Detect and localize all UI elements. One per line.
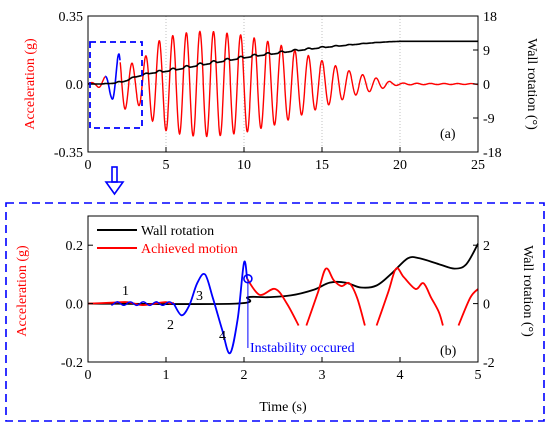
x-tick-label: 25 [471, 158, 485, 173]
annotation-3: 3 [196, 289, 203, 304]
panel-b-xlabel: Time (s) [259, 400, 307, 415]
zoom-region-box [89, 41, 143, 129]
x-tick-label: 5 [163, 158, 170, 173]
y2-tick-label: 0 [483, 78, 490, 93]
panel-a: 0 5 10 15 20 25 -0.35 0.0 0.35 -18 -9 0 9 18 Accelera… [23, 10, 539, 173]
y2-tick-label: -18 [483, 146, 502, 161]
x-tick-label: 2 [241, 368, 248, 383]
y2-tick-label: -2 [483, 356, 495, 371]
y-tick-label: 0.0 [66, 298, 84, 313]
panel-a-ylabel: Acceleration (g) [23, 38, 38, 130]
panel-a-ticks: 0 5 10 15 20 25 -0.35 0.0 0.35 -18 -9 0 9 18 [54, 10, 502, 173]
achieved-motion-series [457, 288, 479, 326]
achieved-motion-series [305, 267, 366, 326]
acceleration-highlight [104, 53, 121, 100]
x-tick-label: 4 [397, 368, 404, 383]
x-tick-label: 10 [237, 158, 251, 173]
panel-b: 0 1 2 3 4 5 -0.2 0.0 0.2 -2 0 2 Wall rotation Achie… [15, 215, 535, 415]
zoom-arrow [104, 166, 125, 196]
y-tick-label: -0.2 [61, 356, 83, 371]
y-tick-label: 0.0 [66, 78, 84, 93]
instability-label: Instability occured [250, 341, 355, 356]
x-tick-label: 0 [85, 368, 92, 383]
panel-b-frame [87, 215, 479, 363]
rotation-series [88, 40, 478, 85]
panel-a-label: (a) [440, 127, 456, 142]
achieved-motion-ripple [111, 301, 175, 307]
y-tick-label: -0.35 [54, 146, 83, 161]
legend: Wall rotation Achieved motion [97, 224, 238, 257]
x-tick-label: 1 [163, 368, 170, 383]
legend-achieved-motion: Achieved motion [141, 242, 238, 257]
y2-tick-label: 18 [483, 10, 497, 25]
achieved-motion-highlight [173, 260, 248, 355]
panel-b-ylabel: Acceleration (g) [15, 245, 30, 337]
y2-tick-label: 2 [483, 239, 490, 254]
annotation-4: 4 [219, 329, 226, 344]
achieved-motion-series [87, 301, 175, 307]
x-tick-label: 0 [85, 158, 92, 173]
annotation-1: 1 [122, 284, 129, 299]
panel-b-ticks: 0 1 2 3 4 5 -0.2 0.0 0.2 -2 0 2 [61, 239, 495, 383]
legend-wall-rotation: Wall rotation [141, 224, 214, 239]
wall-rotation-series [87, 243, 479, 305]
x-tick-label: 5 [475, 368, 482, 383]
x-tick-label: 3 [319, 368, 326, 383]
panel-a-y2label: Wall rotation (°) [524, 38, 539, 130]
y-tick-label: 0.35 [59, 10, 84, 25]
panel-b-y2label: Wall rotation (°) [520, 245, 535, 337]
panel-b-series [87, 243, 479, 355]
annotation-2: 2 [167, 318, 174, 333]
panel-b-label: (b) [440, 344, 457, 359]
y2-tick-label: 0 [483, 298, 490, 313]
x-tick-label: 15 [315, 158, 329, 173]
y2-tick-label: 9 [483, 44, 490, 59]
achieved-motion-series [375, 267, 444, 326]
x-tick-label: 20 [393, 158, 407, 173]
achieved-motion-series [246, 278, 300, 326]
y-tick-label: 0.2 [66, 239, 84, 254]
y2-tick-label: -9 [483, 112, 495, 127]
instability-marker [243, 273, 253, 284]
